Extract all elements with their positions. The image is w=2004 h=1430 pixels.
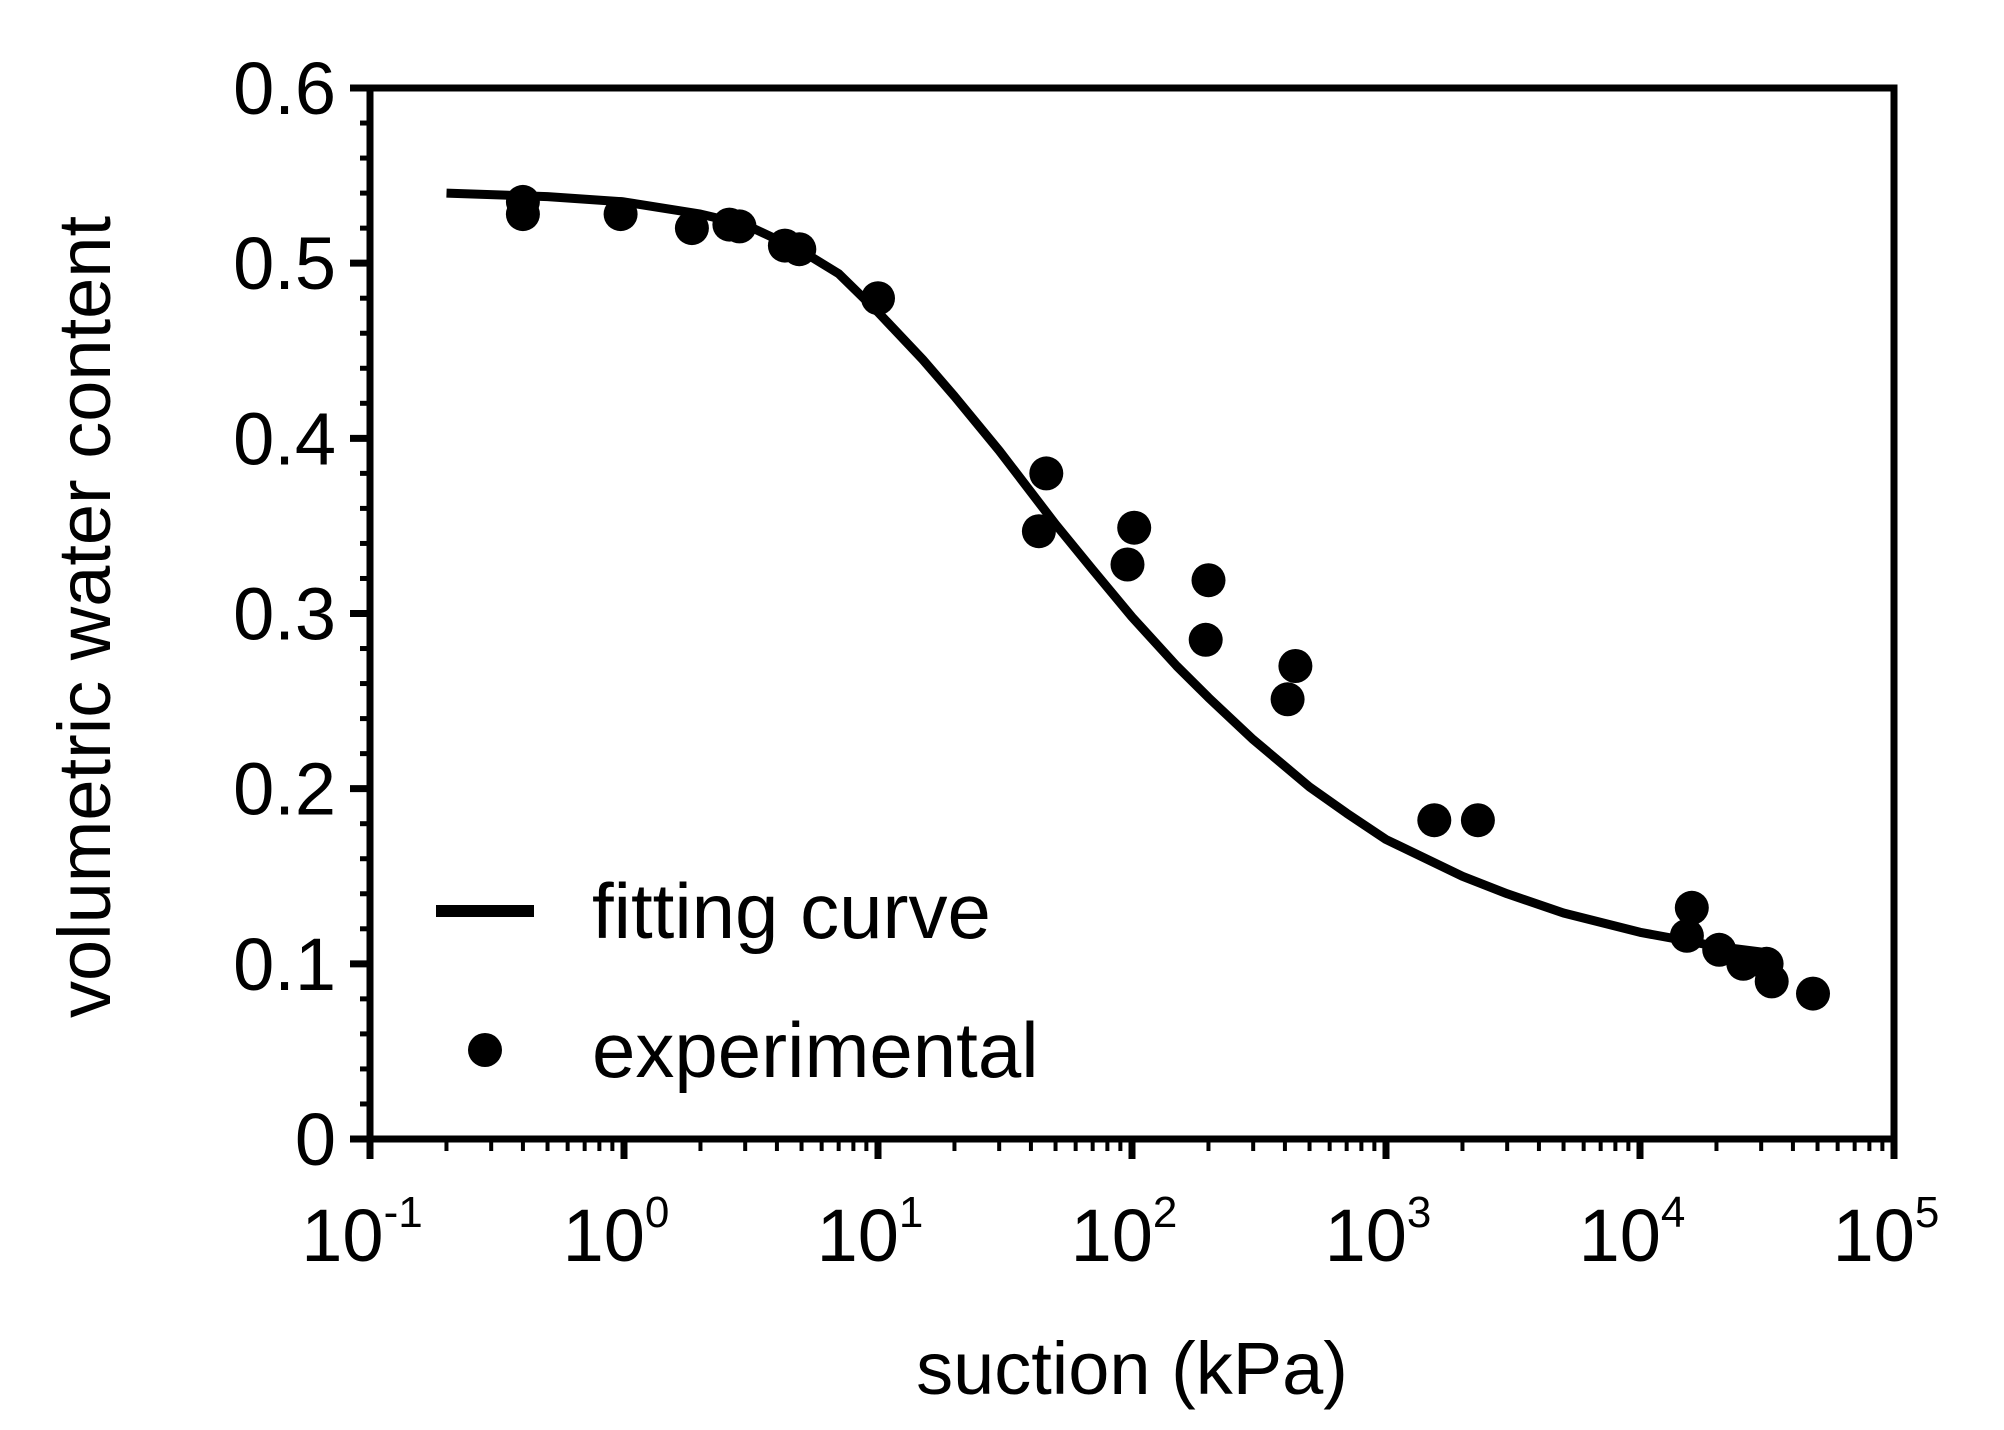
data-point-experimental bbox=[1460, 803, 1495, 838]
y-tick-label: 0.1 bbox=[233, 923, 336, 1006]
x-tick-label-base: 10 bbox=[301, 1194, 383, 1277]
y-axis-label: volumetric water content bbox=[43, 216, 126, 1018]
data-point-experimental bbox=[603, 197, 638, 232]
x-tick-label: 100 bbox=[563, 1188, 670, 1277]
y-tick-label: 0.5 bbox=[233, 222, 336, 305]
data-point-experimental bbox=[1021, 514, 1056, 549]
x-tick-label-exponent: -1 bbox=[384, 1188, 423, 1237]
data-point-experimental bbox=[1669, 918, 1704, 953]
data-point-experimental bbox=[861, 281, 895, 316]
data-point-experimental bbox=[1417, 803, 1452, 838]
data-point-experimental bbox=[1029, 456, 1064, 491]
data-point-experimental bbox=[1191, 563, 1226, 598]
x-tick-label-base: 10 bbox=[563, 1194, 645, 1277]
x-tick-label-exponent: 5 bbox=[1915, 1188, 1939, 1237]
data-point-experimental bbox=[674, 211, 709, 246]
x-tick-label-exponent: 0 bbox=[645, 1188, 669, 1237]
data-point-experimental bbox=[1754, 964, 1789, 999]
x-tick-label-base: 10 bbox=[817, 1194, 899, 1277]
legend: fitting curve experimental bbox=[436, 867, 1039, 1094]
y-tick-label: 0.6 bbox=[233, 47, 336, 130]
x-tick-label-base: 10 bbox=[1071, 1194, 1153, 1277]
y-tick-label: 0 bbox=[295, 1098, 336, 1181]
x-tick-label: 104 bbox=[1579, 1188, 1686, 1277]
x-axis-label: suction (kPa) bbox=[916, 1327, 1348, 1410]
x-tick-label-base: 10 bbox=[1833, 1194, 1915, 1277]
x-tick-label-exponent: 1 bbox=[899, 1188, 923, 1237]
x-tick-label: 10-1 bbox=[301, 1188, 422, 1277]
x-tick-label: 103 bbox=[1325, 1188, 1432, 1277]
data-point-experimental bbox=[1796, 976, 1830, 1011]
data-point-experimental bbox=[1674, 890, 1709, 925]
x-tick-label: 105 bbox=[1833, 1188, 1940, 1277]
y-tick-label: 0.4 bbox=[233, 397, 336, 480]
x-tick-label-exponent: 3 bbox=[1407, 1188, 1431, 1237]
y-tick-labels: 0 0.1 0.2 0.3 0.4 0.5 0.6 bbox=[233, 47, 336, 1181]
data-point-experimental bbox=[1110, 547, 1145, 582]
legend-marker-swatch bbox=[468, 1033, 502, 1067]
minor-ticks bbox=[360, 120, 1885, 1151]
data-point-experimental bbox=[505, 197, 540, 232]
x-tick-label-base: 10 bbox=[1579, 1194, 1661, 1277]
x-tick-label: 101 bbox=[817, 1188, 924, 1277]
legend-label-fitting-curve: fitting curve bbox=[592, 867, 991, 955]
x-tick-label: 102 bbox=[1071, 1188, 1178, 1277]
legend-label-experimental: experimental bbox=[592, 1006, 1039, 1094]
data-point-experimental bbox=[1726, 946, 1761, 981]
data-point-experimental bbox=[722, 209, 757, 244]
y-tick-label: 0.2 bbox=[233, 748, 336, 831]
data-point-experimental bbox=[1117, 510, 1152, 545]
data-point-experimental bbox=[1270, 682, 1305, 717]
data-point-experimental bbox=[1188, 622, 1223, 657]
x-tick-labels: 10-1 100 101 102 103 104 105 bbox=[301, 1188, 1939, 1277]
series-layer bbox=[446, 184, 1830, 1011]
major-ticks bbox=[350, 84, 1898, 1159]
series-fitting-curve bbox=[446, 188, 1773, 958]
y-tick-label: 0.3 bbox=[233, 573, 336, 656]
data-point-experimental bbox=[1278, 649, 1313, 683]
data-point-experimental bbox=[782, 232, 817, 267]
x-tick-label-exponent: 2 bbox=[1153, 1188, 1177, 1237]
x-tick-label-base: 10 bbox=[1325, 1194, 1407, 1277]
x-tick-label-exponent: 4 bbox=[1661, 1188, 1685, 1237]
